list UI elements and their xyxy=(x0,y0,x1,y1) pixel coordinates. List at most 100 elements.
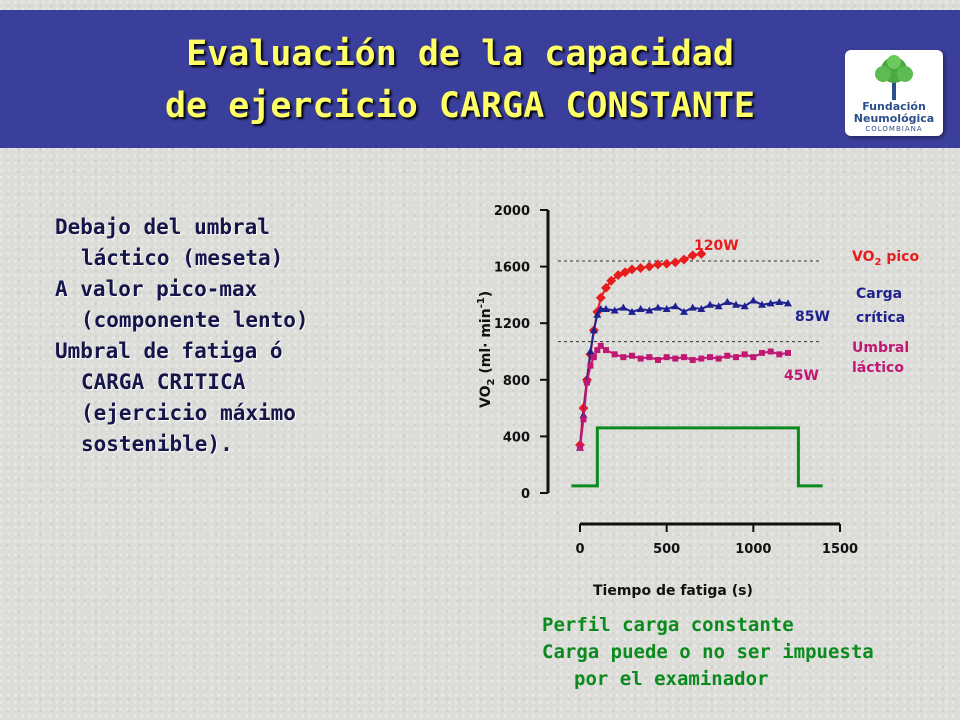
point-120W-19 xyxy=(696,248,707,259)
bullet-3-first: Umbral de fatiga ó xyxy=(55,339,283,363)
y-tick-label-1200: 1200 xyxy=(494,317,530,332)
point-120W-11 xyxy=(627,264,637,275)
y-tick-label-0: 0 xyxy=(521,487,530,502)
chart-axes: 0 400 800 1200 1600 2000 0 500 1000 1500 xyxy=(494,204,858,557)
point-45W-20 xyxy=(715,355,722,362)
point-45W-24 xyxy=(750,354,757,361)
point-85W-26 xyxy=(766,299,775,307)
point-85W-24 xyxy=(749,296,758,304)
y-tick-label-800: 800 xyxy=(503,374,530,389)
x-axis-label: Tiempo de fatiga (s) xyxy=(593,583,753,599)
bullet-list: Debajo del umbral láctico (meseta) A val… xyxy=(55,212,385,460)
bullet-2-first: A valor pico-max xyxy=(55,277,258,301)
chart-series xyxy=(571,248,823,488)
point-120W-14 xyxy=(653,259,663,270)
point-85W-17 xyxy=(688,303,697,311)
point-85W-12 xyxy=(645,306,654,314)
point-120W-12 xyxy=(635,263,646,273)
point-85W-9 xyxy=(619,303,628,311)
point-45W-5 xyxy=(594,347,601,354)
point-85W-20 xyxy=(714,302,723,310)
point-45W-10 xyxy=(629,352,635,359)
footer-note: Perfil carga constante Carga puede o no … xyxy=(542,612,874,693)
point-120W-6 xyxy=(595,292,606,303)
title-line-2: de ejercicio CARGA CONSTANTE xyxy=(164,86,755,126)
point-45W-11 xyxy=(637,355,644,362)
bullet-item-2: A valor pico-max (componente lento) xyxy=(55,274,385,336)
point-85W-27 xyxy=(775,297,784,305)
point-45W-4 xyxy=(590,354,597,361)
header-banner: Evaluación de la capacidad de ejercicio … xyxy=(0,10,960,148)
footer-line-1: Perfil carga constante xyxy=(542,614,794,636)
point-85W-18 xyxy=(697,305,706,313)
bullet-2-cont-1: (componente lento) xyxy=(81,308,309,332)
point-120W-7 xyxy=(601,282,611,293)
series-line-45W xyxy=(579,344,789,448)
bullet-3-cont-1: CARGA CRITICA xyxy=(81,370,246,394)
point-45W-12 xyxy=(646,354,653,361)
point-45W-9 xyxy=(620,354,627,361)
bullet-item-1: Debajo del umbral láctico (meseta) xyxy=(55,212,385,274)
point-85W-15 xyxy=(671,302,680,310)
x-tick-label-1000: 1000 xyxy=(735,542,771,557)
bullet-1-cont-1: láctico (meseta) xyxy=(81,246,284,270)
point-120W-17 xyxy=(679,254,689,265)
point-85W-22 xyxy=(732,300,740,308)
series-45W xyxy=(577,342,791,451)
point-120W-18 xyxy=(687,250,698,261)
reference-lines xyxy=(558,260,820,343)
logo-line-1: Fundación xyxy=(862,100,926,113)
x-tick-label-500: 500 xyxy=(653,542,680,557)
point-45W-1 xyxy=(580,416,587,423)
point-85W-5 xyxy=(593,310,602,318)
label-umbral-1: Umbral xyxy=(852,340,909,356)
point-85W-13 xyxy=(654,303,662,311)
point-45W-27 xyxy=(776,351,783,358)
x-tick-label-0: 0 xyxy=(575,542,584,557)
y-tick-label-1600: 1600 xyxy=(494,261,530,276)
x-tick-label-1500: 1500 xyxy=(822,542,858,557)
point-45W-8 xyxy=(611,351,618,358)
y-axis-label: VO2 (ml· min-1) xyxy=(476,291,497,408)
point-45W-26 xyxy=(767,348,774,355)
tree-icon xyxy=(875,55,913,100)
point-85W-25 xyxy=(758,300,766,308)
point-45W-13 xyxy=(655,356,661,363)
point-45W-16 xyxy=(681,354,687,361)
bullet-1-first: Debajo del umbral xyxy=(55,215,270,239)
point-85W-7 xyxy=(602,305,610,313)
point-45W-2 xyxy=(583,379,590,386)
y-tick-label-400: 400 xyxy=(503,430,530,445)
label-carga-critica-2: crítica xyxy=(856,310,905,326)
point-45W-7 xyxy=(603,347,609,354)
point-85W-23 xyxy=(740,302,749,310)
footer-line-3: por el examinador xyxy=(574,668,769,690)
slide-title: Evaluación de la capacidad de ejercicio … xyxy=(40,28,880,132)
point-45W-3 xyxy=(587,362,594,369)
y-tick-label-2000: 2000 xyxy=(494,204,530,219)
label-umbral-2: láctico xyxy=(852,360,904,376)
point-120W-13 xyxy=(644,261,655,272)
point-85W-21 xyxy=(723,297,732,305)
point-45W-15 xyxy=(672,355,679,362)
bullet-item-3: Umbral de fatiga ó CARGA CRITICA (ejerci… xyxy=(55,336,385,460)
bullet-3-cont-2: (ejercicio máximo xyxy=(81,401,296,425)
bullet-3-cont-3: sostenible). xyxy=(81,432,233,456)
logo-line-3: COLOMBIANA xyxy=(865,125,923,133)
point-85W-10 xyxy=(628,307,636,315)
load-profile-line xyxy=(571,426,823,488)
point-45W-17 xyxy=(689,356,696,363)
point-85W-16 xyxy=(680,307,688,315)
point-45W-22 xyxy=(733,354,739,361)
point-45W-21 xyxy=(724,352,731,359)
label-carga-critica-1: Carga xyxy=(856,286,902,302)
point-45W-19 xyxy=(707,354,713,361)
point-45W-28 xyxy=(785,349,791,356)
point-85W-4 xyxy=(589,326,598,334)
point-120W-16 xyxy=(670,257,681,268)
label-85w: 85W xyxy=(795,309,830,325)
label-120w: 120W xyxy=(694,238,739,254)
point-45W-0 xyxy=(577,444,583,451)
logo-line-2: Neumológica xyxy=(853,112,935,125)
